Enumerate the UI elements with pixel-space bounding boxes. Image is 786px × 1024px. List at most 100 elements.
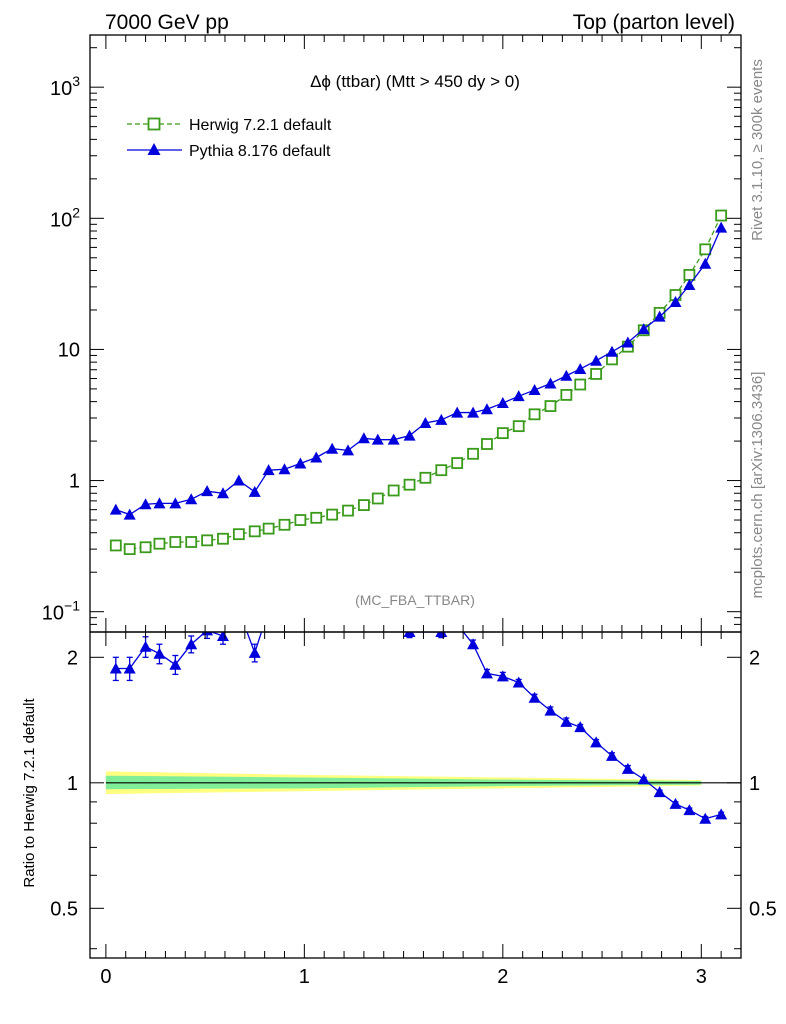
header-right: Top (parton level) <box>573 11 735 34</box>
herwig-point <box>467 447 479 460</box>
series-herwig <box>109 209 728 556</box>
pythia-point <box>574 362 587 374</box>
series-pythia <box>109 221 728 520</box>
herwig-point <box>496 427 509 440</box>
pythia-point <box>419 416 432 428</box>
pythia-point <box>310 451 323 463</box>
ratio-ytick-label: 2 <box>67 647 78 669</box>
ratio-ytick-label: 1 <box>67 773 78 795</box>
pythia-point <box>653 310 666 322</box>
legend-pythia-marker <box>147 143 161 155</box>
herwig-point <box>262 522 275 535</box>
ratio-point <box>512 676 525 688</box>
main-ytick-label: 10 <box>58 339 80 361</box>
herwig-point <box>435 464 448 477</box>
ratio-series-pythia <box>109 604 728 824</box>
ratio-point <box>201 632 214 636</box>
ratio-point <box>388 618 400 629</box>
ratio-ytick-label-right: 0.5 <box>749 898 777 920</box>
herwig-point <box>451 457 464 469</box>
pythia-point <box>683 279 696 291</box>
ratio-point <box>480 667 493 679</box>
herwig-point <box>683 269 696 281</box>
ratio-ytick-label-right: 1 <box>749 773 760 795</box>
ratio-point <box>528 691 541 703</box>
ratio-point <box>605 749 618 761</box>
pythia-point <box>451 406 464 418</box>
ratio-xtick-label: 3 <box>696 966 707 988</box>
ratio-point <box>683 804 696 816</box>
herwig-point <box>699 243 712 256</box>
pythia-point <box>669 296 682 308</box>
main-ytick-label: 1 <box>69 471 80 493</box>
ratio-point <box>139 640 152 652</box>
series-herwig-line <box>115 215 722 550</box>
chart-title: Δϕ (ttbar) (Mtt > 450 dy > 0) <box>310 72 520 91</box>
herwig-point <box>371 492 384 505</box>
pythia-point <box>232 474 245 486</box>
ratio-point <box>216 632 229 641</box>
pythia-point <box>621 336 634 348</box>
herwig-point <box>201 534 214 547</box>
rivet-label: Rivet 3.1.10, ≥ 300k events <box>749 59 766 241</box>
legend-entry-herwig: Herwig 7.2.1 default <box>127 117 332 134</box>
ratio-point <box>169 658 182 670</box>
ratio-point <box>699 812 712 824</box>
ratio-ytick-label-right: 2 <box>749 647 760 669</box>
herwig-point <box>357 499 370 511</box>
ratio-frame <box>89 631 742 959</box>
herwig-point <box>590 368 603 380</box>
ratio-point <box>109 662 122 674</box>
ratio-point <box>621 762 634 774</box>
ratio-point <box>496 670 509 682</box>
herwig-point <box>232 528 245 541</box>
herwig-point <box>139 541 152 554</box>
pythia-point <box>544 377 557 389</box>
ratio-point <box>560 715 573 727</box>
pythia-point <box>216 487 229 499</box>
pythia-point <box>403 429 416 441</box>
main-ytick-label: 102 <box>50 204 80 231</box>
herwig-point <box>217 532 229 545</box>
pythia-point <box>153 497 166 509</box>
pythia-point <box>248 485 261 497</box>
herwig-point <box>326 508 339 521</box>
pythia-point <box>357 432 370 444</box>
ratio-point <box>653 786 666 798</box>
ratio-point <box>715 808 728 820</box>
pythia-point <box>387 433 400 445</box>
herwig-point <box>544 400 557 412</box>
pythia-point <box>185 493 198 505</box>
ratio-ylabel: Ratio to Herwig 7.2.1 default <box>21 698 38 888</box>
ratio-point <box>467 638 480 650</box>
herwig-point <box>109 539 122 552</box>
pythia-point <box>560 369 573 381</box>
ratio-point <box>590 736 603 748</box>
herwig-point <box>278 518 291 531</box>
ratio-xtick-label: 1 <box>299 966 310 988</box>
herwig-point <box>560 389 573 401</box>
legend-herwig-marker <box>147 117 161 131</box>
ratio-point <box>123 662 136 674</box>
herwig-point <box>185 536 198 548</box>
ratio-point <box>669 797 682 809</box>
herwig-point <box>342 504 354 517</box>
ratio-point <box>233 604 245 615</box>
pythia-point <box>123 508 136 520</box>
mcplots-label: mcplots.cern.ch [arXiv:1306.3436] <box>749 372 766 599</box>
pythia-point <box>435 413 448 425</box>
ratio-point <box>185 638 198 650</box>
herwig-point <box>169 536 182 548</box>
pythia-point <box>278 463 291 475</box>
ratio-point <box>574 721 587 733</box>
main-ytick-label: 103 <box>50 73 80 100</box>
ratio-point <box>248 646 261 658</box>
ratio-point <box>153 647 166 659</box>
ratio-point <box>544 704 557 716</box>
ratio-point <box>637 773 650 785</box>
pythia-point <box>139 498 152 510</box>
ratio-point <box>403 632 416 637</box>
herwig-point <box>403 478 416 491</box>
pythia-point <box>201 485 214 497</box>
